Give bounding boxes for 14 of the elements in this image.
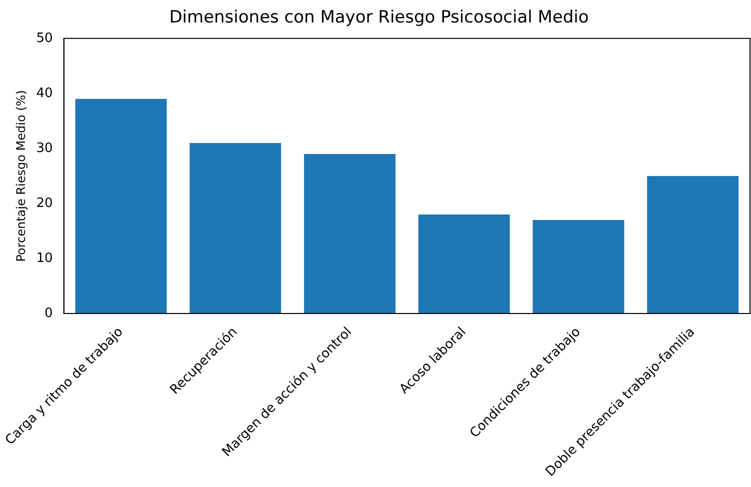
bar	[190, 142, 282, 314]
y-tick-label: 30	[36, 140, 53, 156]
y-tick-label: 0	[44, 306, 53, 321]
y-tick-label: 20	[36, 196, 53, 211]
y-tick-label: 10	[36, 250, 53, 266]
bar	[647, 176, 739, 314]
y-tick-label: 50	[36, 30, 53, 46]
bar	[532, 220, 624, 314]
y-tick-label: 40	[36, 86, 53, 101]
bar	[304, 154, 396, 314]
bar	[418, 214, 510, 314]
chart-title: Dimensiones con Mayor Riesgo Psicosocial Medio	[169, 8, 589, 28]
bar	[75, 98, 167, 314]
y-axis-title: Porcentaje Riesgo Medio (%)	[14, 90, 28, 262]
